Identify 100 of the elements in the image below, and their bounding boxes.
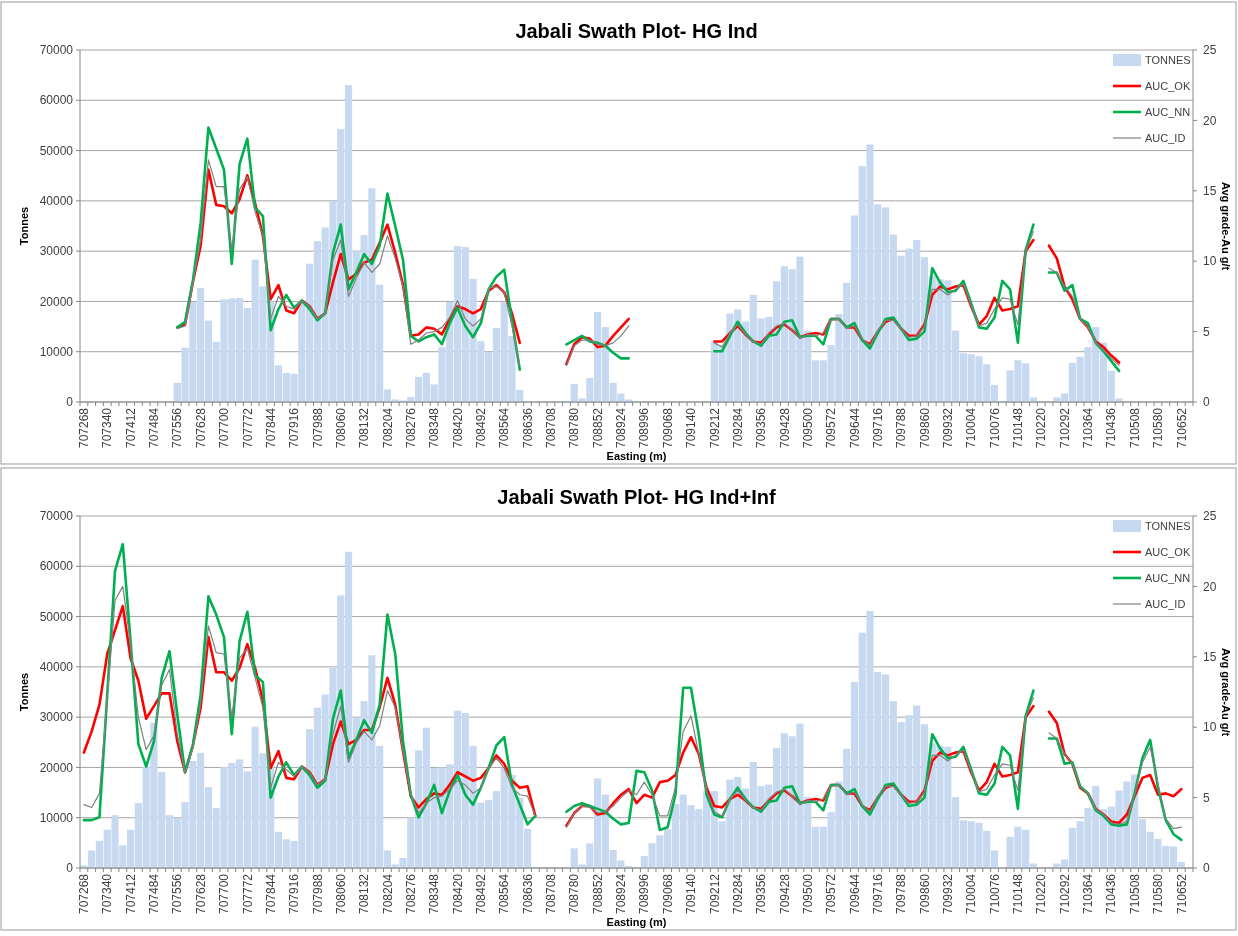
x-tick-label: 709644 bbox=[847, 873, 862, 915]
x-tick-label: 708132 bbox=[357, 873, 372, 915]
x-tick-label: 707268 bbox=[77, 407, 92, 449]
y-tick-label: 60000 bbox=[39, 559, 74, 574]
x-tick-label: 707340 bbox=[100, 407, 115, 449]
x-tick-label: 708708 bbox=[544, 407, 559, 449]
y-axis-title: Tonnes bbox=[18, 206, 30, 246]
y-tick-label: 40000 bbox=[39, 660, 74, 675]
y2-tick-label: 5 bbox=[1203, 324, 1210, 339]
x-tick-label: 708564 bbox=[497, 407, 512, 449]
y-tick-label: 20000 bbox=[39, 294, 74, 309]
x-tick-label: 707412 bbox=[123, 407, 138, 449]
x-tick-label: 707484 bbox=[147, 873, 162, 915]
x-tick-label: 709860 bbox=[917, 873, 932, 915]
y2-axis-title: Avg grade-Au g/t bbox=[1220, 647, 1232, 737]
x-tick-label: 710220 bbox=[1034, 407, 1049, 449]
x-tick-label: 710076 bbox=[987, 407, 1002, 449]
x-tick-label: 710220 bbox=[1034, 873, 1049, 915]
x-tick-label: 708060 bbox=[333, 407, 348, 449]
x-tick-label: 709860 bbox=[917, 407, 932, 449]
x-tick-label: 708924 bbox=[614, 873, 629, 915]
legend-label: AUC_ID bbox=[1145, 597, 1186, 610]
x-tick-label: 707700 bbox=[217, 407, 232, 449]
x-tick-label: 709140 bbox=[684, 873, 699, 915]
x-tick-label: 710004 bbox=[964, 407, 979, 449]
x-tick-label: 710580 bbox=[1151, 873, 1166, 915]
x-tick-label: 709212 bbox=[707, 407, 722, 449]
x-tick-label: 707844 bbox=[263, 407, 278, 449]
x-tick-label: 709716 bbox=[870, 873, 885, 915]
x-tick-label: 707628 bbox=[193, 407, 208, 449]
x-tick-label: 709932 bbox=[941, 873, 956, 915]
x-tick-label: 710148 bbox=[1011, 407, 1026, 449]
legend-label: AUC_OK bbox=[1145, 79, 1191, 92]
y-tick-label: 10000 bbox=[39, 344, 74, 359]
x-tick-label: 709716 bbox=[870, 407, 885, 449]
x-tick-label: 708636 bbox=[520, 407, 535, 449]
x-tick-label: 708780 bbox=[567, 873, 582, 915]
y2-axis-title: Avg grade-Au g/t bbox=[1220, 181, 1232, 271]
x-tick-label: 710436 bbox=[1104, 873, 1119, 915]
y2-tick-label: 0 bbox=[1203, 395, 1210, 410]
x-tick-label: 707916 bbox=[287, 407, 302, 449]
x-tick-label: 707556 bbox=[170, 407, 185, 449]
y-tick-label: 10000 bbox=[39, 810, 74, 825]
x-tick-label: 710004 bbox=[964, 873, 979, 915]
legend-label: AUC_ID bbox=[1145, 131, 1186, 144]
y-tick-label: 20000 bbox=[39, 760, 74, 775]
x-tick-label: 708708 bbox=[544, 873, 559, 915]
x-tick-label: 710436 bbox=[1104, 407, 1119, 449]
x-tick-label: 708852 bbox=[590, 407, 605, 449]
x-tick-label: 707556 bbox=[170, 873, 185, 915]
y-tick-label: 70000 bbox=[39, 43, 74, 58]
x-tick-label: 707772 bbox=[240, 407, 255, 449]
x-axis-title: Easting (m) bbox=[606, 916, 667, 928]
x-tick-label: 708348 bbox=[427, 407, 442, 449]
x-tick-label: 707772 bbox=[240, 873, 255, 915]
y-axis-title: Tonnes bbox=[18, 672, 30, 712]
y2-tick-label: 15 bbox=[1203, 650, 1217, 664]
x-tick-label: 708492 bbox=[474, 873, 489, 915]
x-tick-label: 709500 bbox=[800, 407, 815, 449]
chart-title: Jabali Swath Plot- HG Ind+Inf bbox=[497, 486, 777, 508]
y2-tick-label: 25 bbox=[1203, 43, 1217, 58]
y2-tick-label: 20 bbox=[1203, 113, 1217, 128]
x-tick-label: 710508 bbox=[1127, 407, 1142, 449]
legend-label: TONNES bbox=[1145, 519, 1191, 532]
y-tick-label: 60000 bbox=[39, 93, 74, 108]
legend-label: AUC_OK bbox=[1145, 545, 1191, 558]
x-tick-label: 707268 bbox=[77, 873, 92, 915]
x-tick-label: 709284 bbox=[730, 407, 745, 449]
legend-label: AUC_NN bbox=[1145, 571, 1191, 584]
x-axis-title: Easting (m) bbox=[606, 450, 667, 462]
x-tick-label: 708132 bbox=[357, 407, 372, 449]
y2-tick-label: 10 bbox=[1203, 254, 1217, 269]
x-tick-label: 707700 bbox=[217, 873, 232, 915]
x-tick-label: 708996 bbox=[637, 873, 652, 915]
y2-tick-label: 25 bbox=[1203, 509, 1217, 524]
x-tick-label: 708924 bbox=[614, 407, 629, 449]
y-tick-label: 70000 bbox=[39, 509, 74, 524]
x-tick-label: 707916 bbox=[287, 873, 302, 915]
x-tick-label: 709932 bbox=[941, 407, 956, 449]
x-tick-label: 708348 bbox=[427, 873, 442, 915]
y2-tick-label: 0 bbox=[1203, 861, 1210, 876]
x-tick-label: 709572 bbox=[824, 407, 839, 449]
chart-title: Jabali Swath Plot- HG Ind bbox=[515, 20, 758, 42]
y-tick-label: 50000 bbox=[39, 609, 74, 624]
y-tick-label: 0 bbox=[66, 861, 74, 876]
x-tick-label: 708636 bbox=[520, 873, 535, 915]
x-tick-label: 710580 bbox=[1151, 407, 1166, 449]
x-tick-label: 709356 bbox=[754, 873, 769, 915]
x-tick-label: 710292 bbox=[1057, 873, 1072, 915]
x-tick-label: 708564 bbox=[497, 873, 512, 915]
x-tick-label: 707412 bbox=[123, 873, 138, 915]
x-tick-label: 707484 bbox=[147, 407, 162, 449]
y2-tick-label: 20 bbox=[1203, 579, 1217, 594]
x-tick-label: 710652 bbox=[1174, 873, 1189, 915]
x-tick-label: 709788 bbox=[894, 407, 909, 449]
x-tick-label: 709140 bbox=[684, 407, 699, 449]
x-tick-label: 708420 bbox=[450, 873, 465, 915]
x-tick-label: 709284 bbox=[730, 873, 745, 915]
x-tick-label: 709356 bbox=[754, 407, 769, 449]
x-tick-label: 707988 bbox=[310, 873, 325, 915]
